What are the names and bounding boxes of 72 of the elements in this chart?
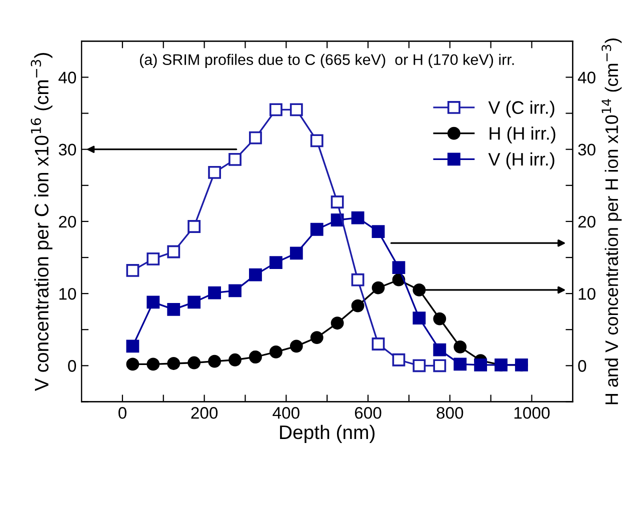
point <box>290 340 303 353</box>
point <box>351 299 364 312</box>
y2-tick-label: 40 <box>578 72 596 84</box>
y-tick-label: 20 <box>58 216 76 228</box>
y-tick-label: 30 <box>58 144 76 156</box>
point <box>269 256 282 270</box>
y2-tick-label: 20 <box>578 216 596 228</box>
point <box>392 353 406 366</box>
point <box>372 281 385 294</box>
point <box>433 359 446 372</box>
point <box>269 345 282 358</box>
point <box>433 312 446 326</box>
point <box>412 359 426 372</box>
y-tick-label: 0 <box>68 360 76 372</box>
point <box>351 211 364 224</box>
point <box>208 166 222 179</box>
point <box>126 358 140 371</box>
point <box>269 103 282 116</box>
point <box>167 357 180 370</box>
point <box>208 286 222 300</box>
y2-tick-label: 0 <box>578 360 586 372</box>
y2-axis-title: H and V concentration per H ion x10$^{14}$ (cm$^{−3}$) <box>602 38 622 404</box>
point <box>249 350 262 364</box>
point <box>392 261 406 274</box>
point <box>372 225 385 238</box>
point <box>188 356 201 370</box>
point <box>372 338 385 350</box>
point <box>146 296 160 309</box>
point <box>412 283 426 296</box>
point <box>167 302 180 316</box>
y-tick-label: 40 <box>58 72 76 84</box>
legend-label: H (H irr.) <box>490 126 556 144</box>
point <box>310 222 324 236</box>
x-tick-label: 1000 <box>514 407 550 419</box>
point <box>228 353 242 366</box>
point <box>310 331 324 344</box>
point <box>249 131 262 144</box>
point <box>146 358 160 371</box>
point <box>454 358 467 371</box>
x-tick-label: 800 <box>436 407 464 419</box>
point <box>228 152 242 166</box>
y-tick-label: 10 <box>59 288 76 300</box>
point <box>330 196 344 208</box>
x-tick-label: 0 <box>118 407 126 419</box>
x-tick-label: 600 <box>354 407 382 419</box>
point <box>351 273 364 286</box>
point <box>474 358 488 372</box>
legend-label: V (C irr.) <box>488 100 554 118</box>
point <box>433 343 446 356</box>
point <box>208 354 222 368</box>
point <box>330 316 344 330</box>
legend-label: V (H irr.) <box>488 152 554 170</box>
point <box>146 252 160 266</box>
text: (a) SRIM profiles due to C (665 keV) or H (170 keV) irr. <box>140 54 514 68</box>
x-tick-label: 400 <box>272 407 300 419</box>
point <box>167 245 180 258</box>
y2-tick-label: 10 <box>578 288 596 300</box>
x-tick-label: 200 <box>191 407 218 419</box>
point <box>126 264 140 277</box>
x-axis-title: Depth (nm) <box>280 424 375 443</box>
point <box>310 134 324 148</box>
point <box>188 296 201 309</box>
point <box>126 340 140 353</box>
point <box>188 220 201 233</box>
point <box>228 284 242 298</box>
point <box>290 103 303 116</box>
point <box>249 268 262 282</box>
point <box>412 312 426 325</box>
point <box>454 340 467 354</box>
y2-tick-label: 30 <box>578 144 596 156</box>
point <box>290 246 303 260</box>
y-axis-title: V concentration per C ion x10$^{16}$ (cm$^{−3}$) <box>30 53 52 392</box>
